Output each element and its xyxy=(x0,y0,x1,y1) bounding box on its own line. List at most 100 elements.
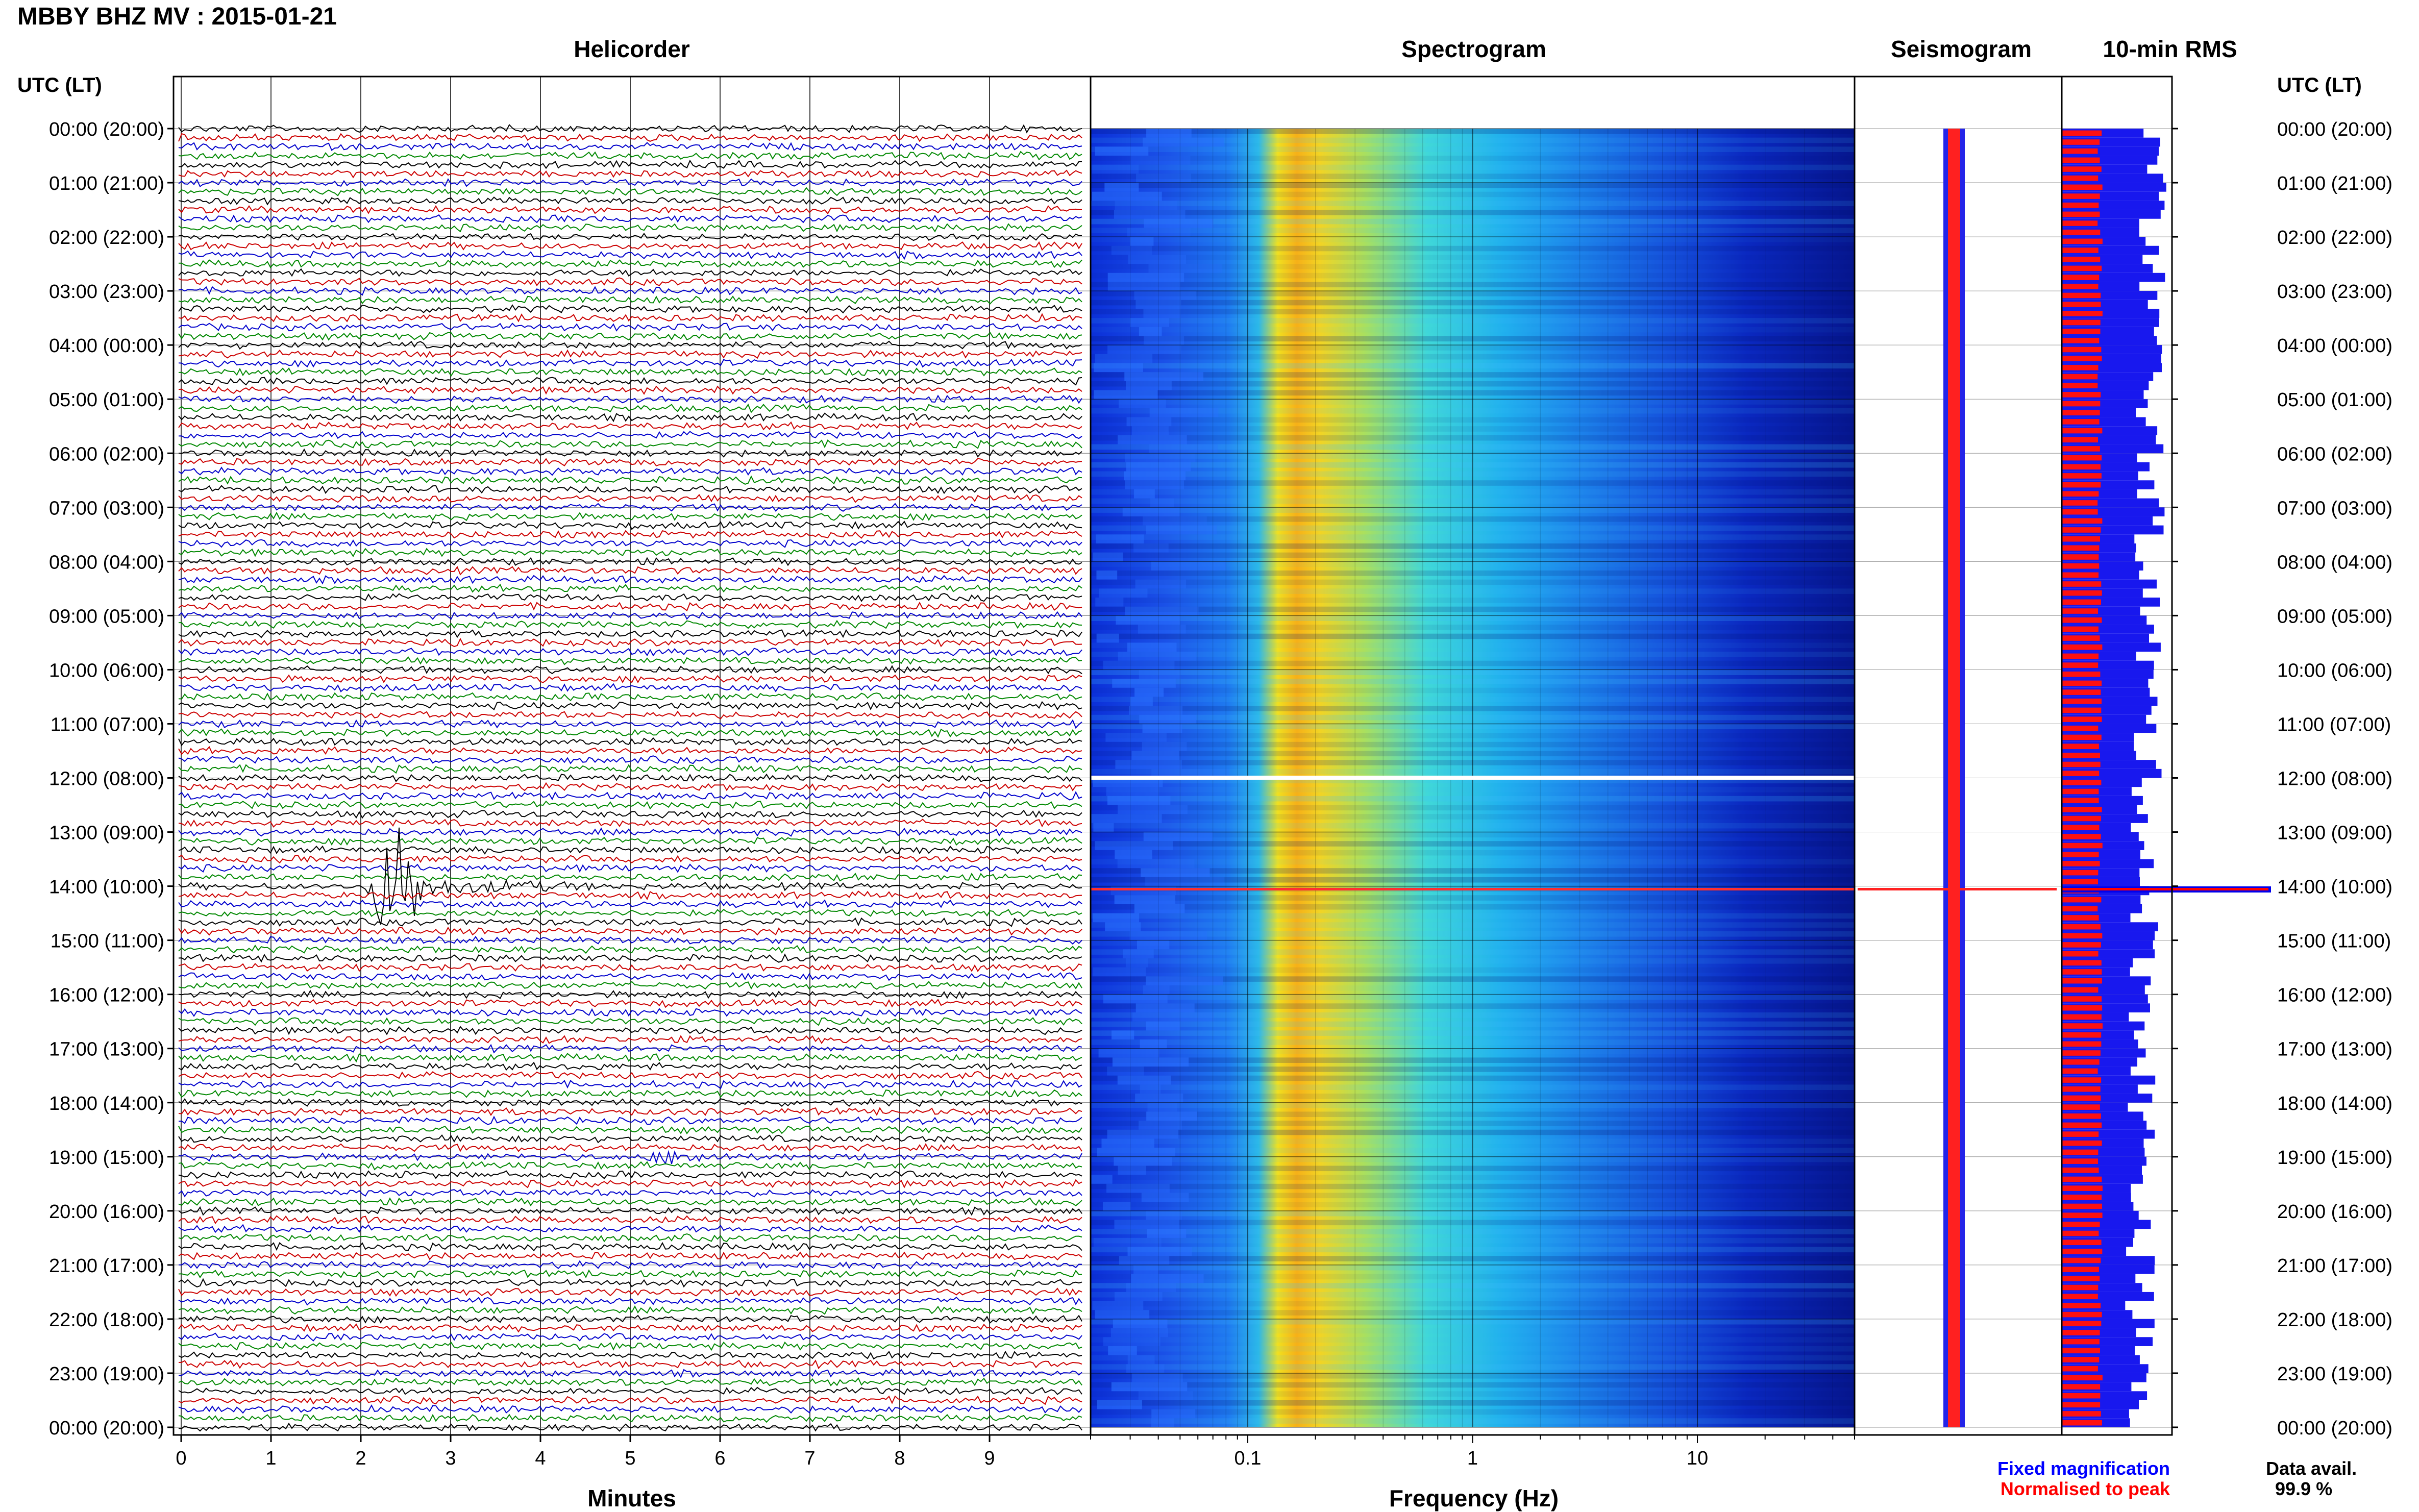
rms-bar-normalised xyxy=(2062,211,2100,217)
rms-bar-normalised xyxy=(2062,473,2102,479)
minute-tick-label: 2 xyxy=(355,1448,366,1469)
minute-tick-label: 0 xyxy=(176,1448,186,1469)
spectrogram-cell xyxy=(1139,327,1162,336)
spectrogram-cell xyxy=(1107,1067,1144,1076)
helicorder-trace xyxy=(178,530,1082,539)
spectrogram-cell xyxy=(1114,210,1186,219)
spectrogram-cell xyxy=(1105,922,1141,931)
time-label-right: 00:00 (20:00) xyxy=(2277,119,2392,140)
spectrogram-cell xyxy=(1096,571,1118,580)
helicorder-trace xyxy=(178,701,1082,711)
rms-bar-normalised xyxy=(2062,437,2098,443)
spectrogram-cell xyxy=(1144,218,1214,228)
spectrogram-cell xyxy=(1128,255,1186,264)
rms-bar-normalised xyxy=(2062,879,2098,885)
spectrogram-cell xyxy=(1133,1265,1159,1274)
time-label-left: 10:00 (06:00) xyxy=(49,660,164,681)
time-label-right: 20:00 (16:00) xyxy=(2277,1201,2392,1223)
spectrogram-cell xyxy=(1134,904,1185,913)
time-label-left: 03:00 (23:00) xyxy=(49,281,164,303)
spectrogram-cell xyxy=(1125,606,1199,616)
rms-bar-normalised xyxy=(2062,1311,2102,1318)
helicorder-trace xyxy=(178,755,1082,764)
spectrogram-cell xyxy=(1143,985,1170,995)
spectrogram-cell xyxy=(1134,291,1196,300)
rms-bar-normalised xyxy=(2062,1294,2098,1300)
rms-bar-normalised xyxy=(2062,662,2099,668)
spectrogram-cell xyxy=(1131,751,1179,760)
helicorder-trace xyxy=(178,1315,1082,1324)
rms-bar-normalised xyxy=(2062,725,2099,731)
rms-bar-normalised xyxy=(2062,518,2103,524)
helicorder-trace xyxy=(178,827,1082,925)
helicorder-trace xyxy=(178,1359,1082,1370)
rms-bar-normalised xyxy=(2062,1149,2099,1155)
time-label-right: 15:00 (11:00) xyxy=(2277,931,2391,952)
helicorder-trace xyxy=(178,466,1082,476)
helicorder-trace xyxy=(178,1079,1082,1089)
helicorder-trace xyxy=(178,1287,1082,1297)
spectrogram-cell xyxy=(1092,967,1146,977)
spectrogram-cell xyxy=(1140,1084,1161,1094)
rms-bar-normalised xyxy=(2062,1050,2101,1056)
helicorder-trace xyxy=(178,431,1082,439)
rms-bar-normalised xyxy=(2062,428,2103,434)
helicorder-trace xyxy=(178,142,1082,151)
helicorder-trace xyxy=(178,1170,1082,1179)
helicorder-trace xyxy=(178,557,1082,566)
rms-bar-normalised xyxy=(2062,807,2102,812)
spectrogram-cell xyxy=(1118,399,1166,408)
spectrogram-cell xyxy=(1126,462,1191,472)
helicorder-trace xyxy=(178,1233,1082,1243)
helicorder-trace xyxy=(178,304,1082,314)
spectrogram-cell xyxy=(1129,706,1183,715)
spectrogram-cell xyxy=(1130,318,1169,327)
helicorder-trace xyxy=(178,196,1082,206)
helicorder-trace xyxy=(178,475,1082,485)
helicorder-trace xyxy=(178,214,1082,224)
rms-bar-normalised xyxy=(2062,545,2100,551)
helicorder-trace xyxy=(178,972,1082,981)
spectrogram-cell xyxy=(1126,1364,1165,1373)
spectrogram-cell xyxy=(1095,841,1173,850)
rms-bar-normalised xyxy=(2062,265,2102,271)
rms-bar-normalised xyxy=(2062,166,2102,172)
rms-bar-normalised xyxy=(2062,1402,2101,1408)
rms-bar-normalised xyxy=(2062,978,2102,984)
spectrogram-cell xyxy=(1113,1319,1168,1328)
time-label-right: 02:00 (22:00) xyxy=(2277,227,2392,249)
rms-bar-normalised xyxy=(2062,1086,2101,1092)
minute-tick-label: 7 xyxy=(804,1448,815,1469)
main-frame xyxy=(172,76,2173,1436)
helicorder-trace xyxy=(178,583,1082,593)
helicorder-trace xyxy=(178,873,1082,882)
rms-bar-normalised xyxy=(2062,302,2101,307)
rms-bar-normalised xyxy=(2062,383,2098,388)
spectrogram-cell xyxy=(1125,480,1184,489)
helicorder-panel xyxy=(174,77,1091,1435)
helicorder-trace xyxy=(178,385,1082,395)
spectrogram-cell xyxy=(1135,1094,1183,1103)
rms-bar-normalised xyxy=(2062,527,2101,533)
helicorder-trace xyxy=(178,899,1082,909)
spectrogram-cell xyxy=(1092,913,1140,923)
helicorder-trace xyxy=(178,1404,1082,1414)
rms-bar-normalised xyxy=(2062,788,2099,795)
spectrogram-cell xyxy=(1112,679,1176,688)
spectrogram-cell xyxy=(1115,850,1152,859)
helicorder-trace xyxy=(178,1008,1082,1017)
helicorder-trace xyxy=(178,403,1082,413)
rms-bar-normalised xyxy=(2062,1420,2102,1426)
helicorder-trace xyxy=(178,1188,1082,1198)
helicorder-trace xyxy=(178,1197,1082,1207)
helicorder-trace xyxy=(178,1071,1082,1080)
rms-bar-normalised xyxy=(2062,1303,2101,1308)
helicorder-trace xyxy=(178,1242,1082,1252)
rms-bar-normalised xyxy=(2062,743,2099,749)
time-label-right: 10:00 (06:00) xyxy=(2277,660,2392,681)
spectrogram-cell xyxy=(1093,823,1114,832)
spectrogram-cell xyxy=(1114,1292,1163,1301)
spectrogram-cell xyxy=(1104,183,1139,192)
rms-bar-normalised xyxy=(2062,698,2102,704)
rms-bar-normalised xyxy=(2062,1068,2098,1074)
